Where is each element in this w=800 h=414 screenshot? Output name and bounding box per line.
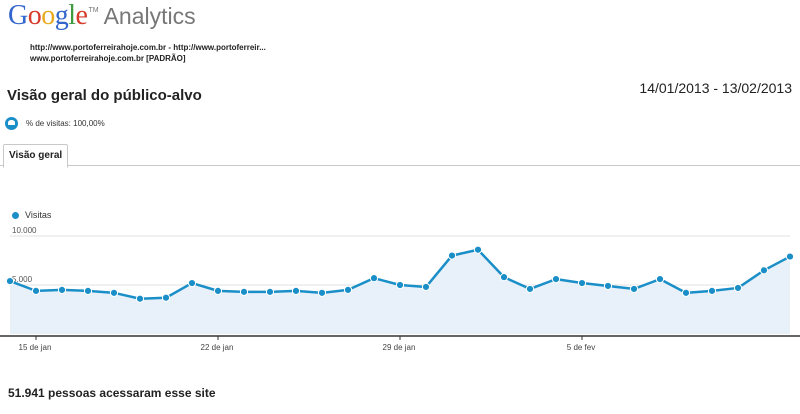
logo-letter: o xyxy=(41,0,55,31)
logo-letter: e xyxy=(75,0,88,31)
google-analytics-logo[interactable]: Google TM Analytics xyxy=(8,0,196,32)
x-tick-label: 5 de fev xyxy=(567,343,595,352)
date-range-selector[interactable]: 14/01/2013 - 13/02/2013 xyxy=(639,80,792,96)
y-tick-label: 10.000 xyxy=(12,226,37,235)
data-point xyxy=(655,275,665,284)
data-point xyxy=(499,273,509,282)
data-point xyxy=(291,286,301,295)
data-point xyxy=(213,286,223,295)
data-point xyxy=(707,286,717,295)
x-tick-label: 22 de jan xyxy=(201,343,234,352)
data-point xyxy=(31,286,41,295)
series-dot-icon xyxy=(12,211,19,219)
data-point xyxy=(187,278,197,288)
profile-urls: http://www.portoferreirahoje.com.br - ht… xyxy=(30,42,266,64)
tab-overview[interactable]: Visão geral xyxy=(3,144,69,168)
x-tick-label: 29 de jan xyxy=(383,343,416,352)
logo-letter: o xyxy=(27,0,42,31)
chart-legend[interactable]: Visitas xyxy=(12,210,51,220)
data-point xyxy=(733,283,743,293)
pie-icon xyxy=(5,117,18,130)
data-point xyxy=(525,284,535,294)
y-tick-label: 5.000 xyxy=(12,275,33,284)
data-point xyxy=(83,286,93,295)
data-point xyxy=(135,294,145,303)
logo-letter: l xyxy=(68,0,76,31)
data-point xyxy=(421,282,431,292)
series-area xyxy=(10,249,790,334)
data-point xyxy=(395,280,405,290)
data-point xyxy=(369,274,379,283)
data-point xyxy=(447,251,457,260)
profile-name-line: www.portoferreirahoje.com.br [PADRÃO] xyxy=(30,54,186,63)
tab-divider xyxy=(0,165,800,166)
logo-trademark: TM xyxy=(88,7,99,14)
visits-line-chart: 5.000 10.000 15 de jan 22 de jan 29 de jan 5 … xyxy=(0,226,800,352)
logo-letter: g xyxy=(54,0,69,31)
data-point xyxy=(5,276,15,286)
logo-google-text: Google xyxy=(8,0,88,32)
data-point xyxy=(161,293,171,302)
data-point xyxy=(239,287,249,296)
logo-analytics-text: Analytics xyxy=(103,3,196,29)
data-point xyxy=(57,285,67,295)
segment-label: % de visitas: 100,00% xyxy=(26,119,105,128)
visitors-summary: 51.941 pessoas acessaram esse site xyxy=(8,386,216,400)
data-point xyxy=(343,285,353,295)
data-point xyxy=(681,288,691,297)
data-point xyxy=(759,266,769,275)
segment-indicator[interactable]: % de visitas: 100,00% xyxy=(5,117,105,130)
data-point xyxy=(785,252,795,261)
data-point xyxy=(551,275,561,284)
data-point xyxy=(629,284,639,294)
profile-url-line: http://www.portoferreirahoje.com.br - ht… xyxy=(30,43,266,52)
data-point xyxy=(317,288,327,297)
data-point xyxy=(603,281,613,291)
data-point xyxy=(473,245,483,254)
data-point xyxy=(109,288,119,297)
page-title: Visão geral do público-alvo xyxy=(7,87,202,104)
data-point xyxy=(577,278,587,288)
data-point xyxy=(265,287,275,296)
legend-label: Visitas xyxy=(25,210,52,220)
x-tick-label: 15 de jan xyxy=(19,343,52,352)
logo-letter: G xyxy=(8,0,28,31)
